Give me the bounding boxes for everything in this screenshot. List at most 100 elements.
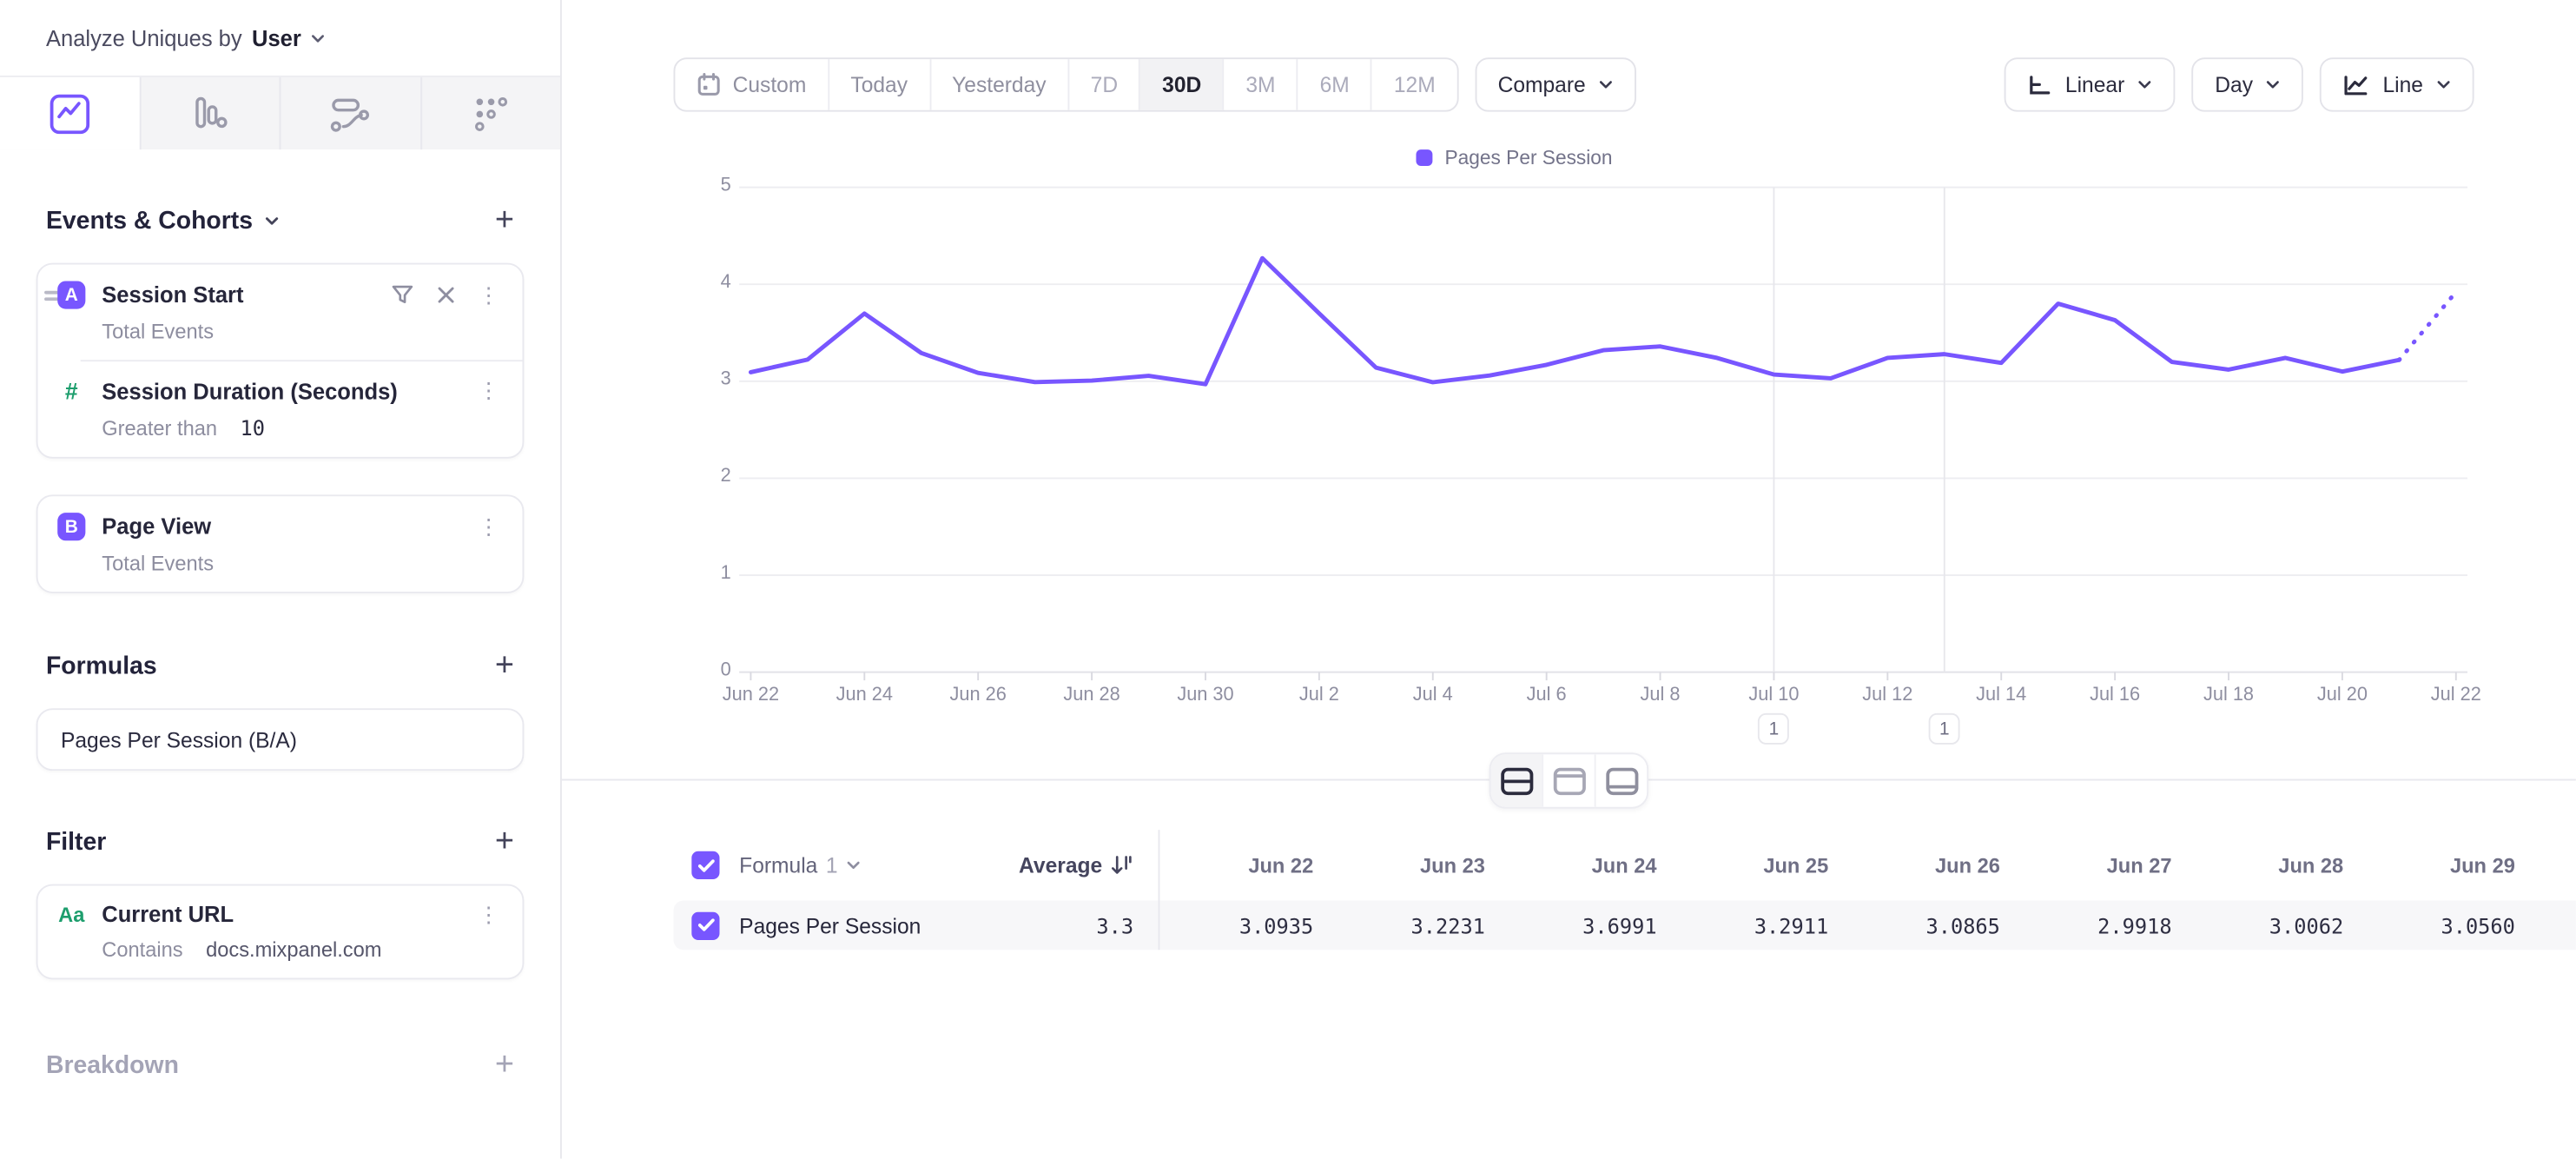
add-event-button[interactable]: + xyxy=(494,202,515,239)
table-header-row: Formula 1 Average xyxy=(674,830,2576,900)
add-filter-button[interactable]: + xyxy=(494,823,515,860)
x-axis-label: Jul 22 xyxy=(2430,685,2481,705)
legend-item[interactable]: Pages Per Session xyxy=(1417,146,1613,169)
filter-title: Filter xyxy=(45,827,107,856)
filter-value[interactable]: docs.mixpanel.com xyxy=(206,938,382,962)
tab-funnels[interactable] xyxy=(138,76,280,150)
event-metric-label[interactable]: Total Events xyxy=(102,320,215,344)
range-6m[interactable]: 6M xyxy=(1297,59,1371,110)
compare-button[interactable]: Compare xyxy=(1475,57,1637,112)
interval-button[interactable]: Day xyxy=(2191,57,2304,112)
table-date-header[interactable]: Jun 25 xyxy=(1763,853,1829,878)
chart-type-button[interactable]: Line xyxy=(2320,57,2474,112)
flows-icon xyxy=(329,93,372,134)
table-date-header[interactable]: Jun 23 xyxy=(1419,853,1485,878)
property-name[interactable]: Session Duration (Seconds) xyxy=(102,378,398,404)
x-axis-label: Jun 26 xyxy=(949,685,1007,705)
add-formula-button[interactable]: + xyxy=(494,647,515,684)
scale-button[interactable]: Linear xyxy=(2004,57,2176,112)
add-breakdown-button[interactable]: + xyxy=(494,1046,515,1083)
table-value-cell: 3.0935 xyxy=(1238,912,1314,938)
sidebar-content: Events & Cohorts + A Session Start xyxy=(0,204,560,1082)
formula-card[interactable]: Pages Per Session (B/A) xyxy=(36,708,525,772)
tab-insights[interactable] xyxy=(0,76,139,150)
formula-expression: Pages Per Session (B/A) xyxy=(60,726,297,752)
layout-table-only-toggle[interactable] xyxy=(1594,754,1648,807)
event-name[interactable]: Page View xyxy=(102,514,212,540)
kebab-menu-icon[interactable]: ⋮ xyxy=(478,901,500,926)
y-axis-label: 3 xyxy=(720,369,731,390)
filter-property-name[interactable]: Current URL xyxy=(102,902,234,927)
event-letter-badge: B xyxy=(57,513,86,541)
x-axis-label: Jul 10 xyxy=(1748,685,1800,705)
range-today[interactable]: Today xyxy=(827,59,929,110)
filter-operator[interactable]: Contains xyxy=(102,938,183,962)
range-label: 7D xyxy=(1090,72,1119,97)
range-label: 3M xyxy=(1245,72,1276,97)
filter-funnel-icon[interactable] xyxy=(391,284,413,306)
events-cohorts-title-text: Events & Cohorts xyxy=(45,206,254,235)
table-row[interactable]: Pages Per Session 3.3 3.0935 3.2231 3.6991… xyxy=(673,900,2576,950)
range-label: 30D xyxy=(1162,72,1202,97)
chart-options-toolbar: Linear Day Line xyxy=(2004,57,2474,112)
table-date-header[interactable]: Jun 24 xyxy=(1591,853,1657,878)
kebab-menu-icon[interactable]: ⋮ xyxy=(478,513,500,539)
property-filter-row[interactable]: # Session Duration (Seconds) ⋮ Greater t… xyxy=(38,361,523,457)
average-header[interactable]: Average xyxy=(1019,853,1158,878)
line-chart-icon xyxy=(2343,73,2369,96)
table-column-divider xyxy=(1158,830,1160,950)
numeric-property-icon: # xyxy=(64,378,78,405)
event-row[interactable]: B Page View ⋮ Total Events xyxy=(38,496,523,592)
y-axis-label: 5 xyxy=(720,176,731,196)
table-value-cell: 3.0062 xyxy=(2269,912,2344,938)
event-name[interactable]: Session Start xyxy=(102,282,244,308)
event-row[interactable]: A Session Start ⋮ Total Events xyxy=(38,265,523,361)
chevron-down-icon xyxy=(2436,77,2451,92)
layout-chart-only-toggle[interactable] xyxy=(1542,754,1595,807)
table-date-header[interactable]: Jun 28 xyxy=(2278,853,2344,878)
event-metric-label[interactable]: Total Events xyxy=(102,552,215,576)
range-yesterday[interactable]: Yesterday xyxy=(928,59,1068,110)
table-date-header[interactable]: Jun 26 xyxy=(1934,853,2000,878)
property-operator[interactable]: Greater than xyxy=(102,417,218,440)
x-axis-label: Jun 30 xyxy=(1177,685,1234,705)
layout-split-toggle[interactable] xyxy=(1490,754,1542,807)
drag-handle-icon[interactable] xyxy=(44,290,60,301)
analyze-uniques-value[interactable]: User xyxy=(252,25,301,50)
range-30d[interactable]: 30D xyxy=(1139,59,1223,110)
range-label: Today xyxy=(850,72,908,97)
table-date-header[interactable]: Jun 27 xyxy=(2106,853,2172,878)
table-value-cell: 3.0865 xyxy=(1925,912,2000,938)
select-all-checkbox[interactable] xyxy=(691,851,720,879)
property-value[interactable]: 10 xyxy=(240,415,266,440)
row-checkbox[interactable] xyxy=(691,911,720,939)
range-custom[interactable]: Custom xyxy=(675,59,828,110)
remove-event-icon[interactable] xyxy=(437,286,455,304)
table-date-header[interactable]: Jun 22 xyxy=(1248,853,1314,878)
kebab-menu-icon[interactable]: ⋮ xyxy=(478,378,500,403)
table-value-cell: 2.9918 xyxy=(2097,912,2172,938)
range-12m[interactable]: 12M xyxy=(1371,59,1456,110)
kebab-menu-icon[interactable]: ⋮ xyxy=(478,281,500,307)
filter-row[interactable]: Aa Current URL ⋮ Contains docs.mixpanel.… xyxy=(38,886,523,978)
scale-label: Linear xyxy=(2064,72,2125,97)
annotation-badge[interactable]: 1 xyxy=(1928,712,1960,745)
events-cohorts-title[interactable]: Events & Cohorts xyxy=(45,206,279,235)
range-3m[interactable]: 3M xyxy=(1222,59,1297,110)
analyze-uniques-label: Analyze Uniques by xyxy=(45,25,242,50)
x-axis-label: Jul 8 xyxy=(1640,685,1681,705)
chevron-down-icon[interactable] xyxy=(311,30,326,45)
breakdown-title: Breakdown xyxy=(45,1050,179,1079)
formula-header-number: 1 xyxy=(825,852,838,878)
range-7d[interactable]: 7D xyxy=(1067,59,1139,110)
formula-header[interactable]: Formula 1 xyxy=(739,853,861,878)
series-line-incomplete xyxy=(2396,289,2459,362)
annotation-badge[interactable]: 1 xyxy=(1758,712,1790,745)
tab-retention[interactable] xyxy=(419,76,560,150)
chart-canvas[interactable] xyxy=(739,186,2468,685)
tab-flows[interactable] xyxy=(279,76,420,150)
table-date-header[interactable]: Jun 29 xyxy=(2449,853,2515,878)
event-card-session-start: A Session Start ⋮ Total Events xyxy=(36,262,525,459)
date-range-toolbar: Custom Today Yesterday 7D 30D 3M 6M 12M Compare xyxy=(673,57,1637,112)
